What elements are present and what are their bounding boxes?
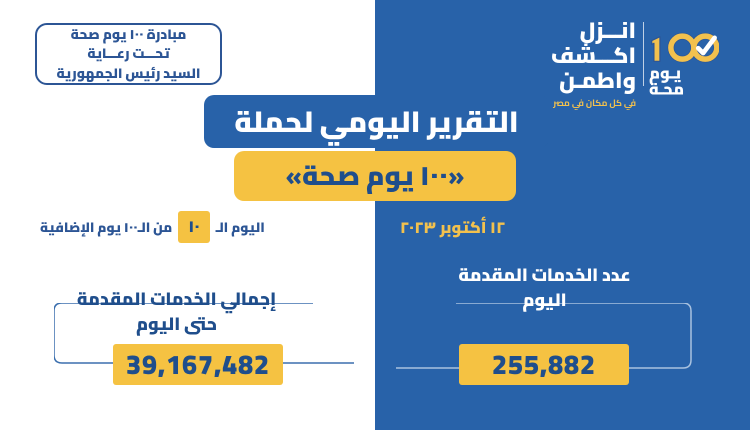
svg-text:محـة: محـة: [649, 75, 684, 104]
